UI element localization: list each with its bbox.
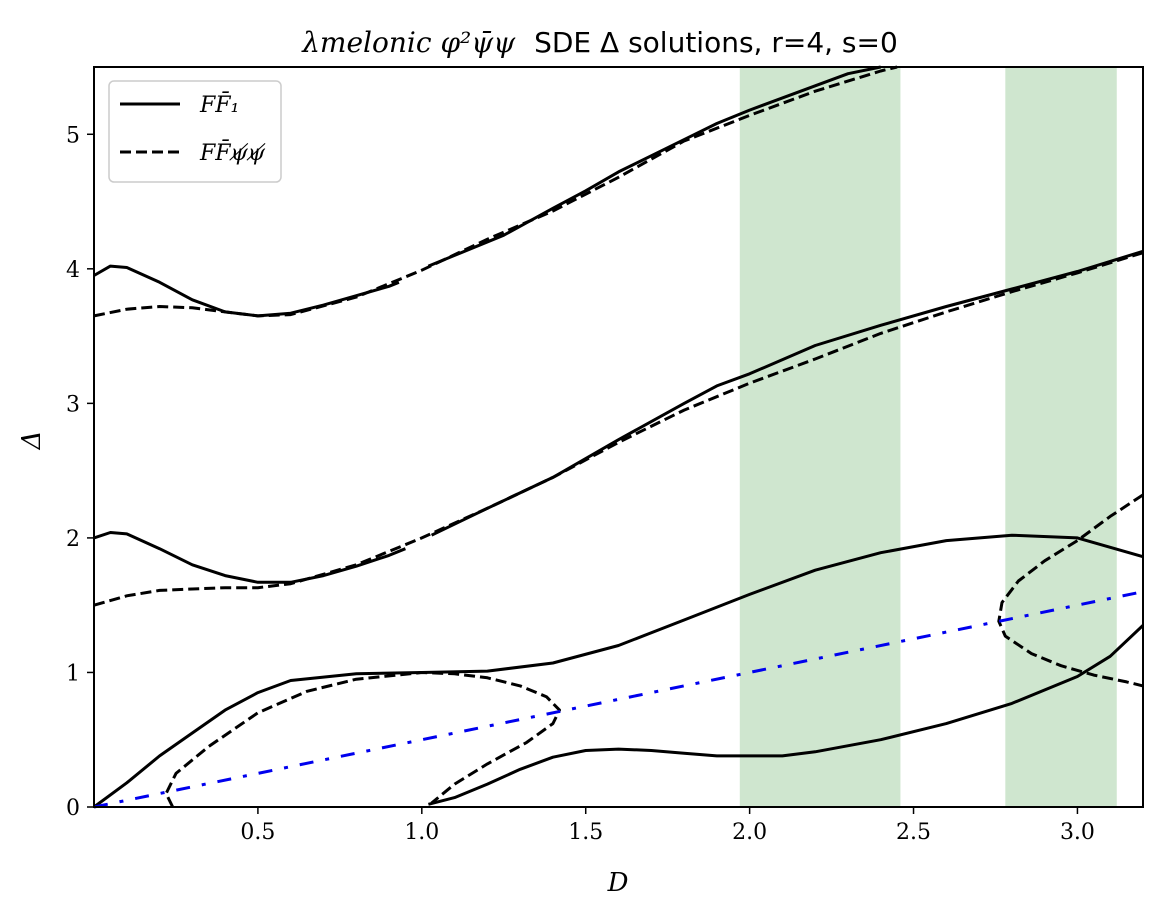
series-line-4	[93, 531, 406, 584]
legend-label-ffpsi: FF̄ψ̸ψ̸	[199, 139, 266, 166]
y-tick-label: 4	[66, 258, 80, 283]
x-tick-label: 2.0	[732, 820, 767, 845]
series-line-8	[428, 624, 1145, 806]
x-tick-label: 0.5	[240, 820, 275, 845]
shaded-regions	[739, 67, 1117, 807]
ticks-group: 0.5 1.0 1.5 2.0 2.5 3.0 0 1 2 3 4 5	[66, 123, 1095, 845]
series-line-7	[93, 533, 1144, 809]
y-tick-label: 0	[66, 796, 80, 821]
legend-box	[108, 80, 282, 183]
series-line-9	[164, 671, 561, 808]
series-line-10	[997, 493, 1144, 688]
x-tick-label: 2.5	[896, 820, 931, 845]
chart-title-math: λmelonic φ²ψ̄ψ	[301, 26, 516, 59]
chart-title: λmelonic φ²ψ̄ψ SDE Δ solutions, r=4, s=0	[301, 26, 898, 59]
y-axis-label: Δ	[17, 431, 47, 451]
x-tick-label: 1.5	[568, 820, 603, 845]
plot-frame	[93, 66, 1144, 808]
series-line-3	[93, 65, 898, 318]
legend: FF̄₁ FF̄ψ̸ψ̸	[108, 80, 282, 183]
x-axis-label: D	[607, 868, 629, 898]
legend-label-ff1: FF̄₁	[199, 91, 239, 118]
series-group	[93, 65, 1145, 809]
x-tick-label: 3.0	[1060, 820, 1095, 845]
shaded-region-1	[739, 67, 901, 807]
series-line-6	[93, 251, 1144, 607]
shaded-region-2	[1005, 67, 1117, 807]
y-tick-label: 5	[66, 123, 80, 148]
x-tick-label: 1.0	[404, 820, 439, 845]
y-tick-label: 1	[66, 661, 80, 686]
series-line-2	[427, 65, 882, 268]
y-tick-label: 2	[66, 527, 80, 552]
y-tick-label: 3	[66, 392, 80, 417]
series-line-11	[93, 590, 1144, 809]
chart-title-text: SDE Δ solutions, r=4, s=0	[534, 26, 898, 59]
series-line-1	[93, 264, 400, 318]
